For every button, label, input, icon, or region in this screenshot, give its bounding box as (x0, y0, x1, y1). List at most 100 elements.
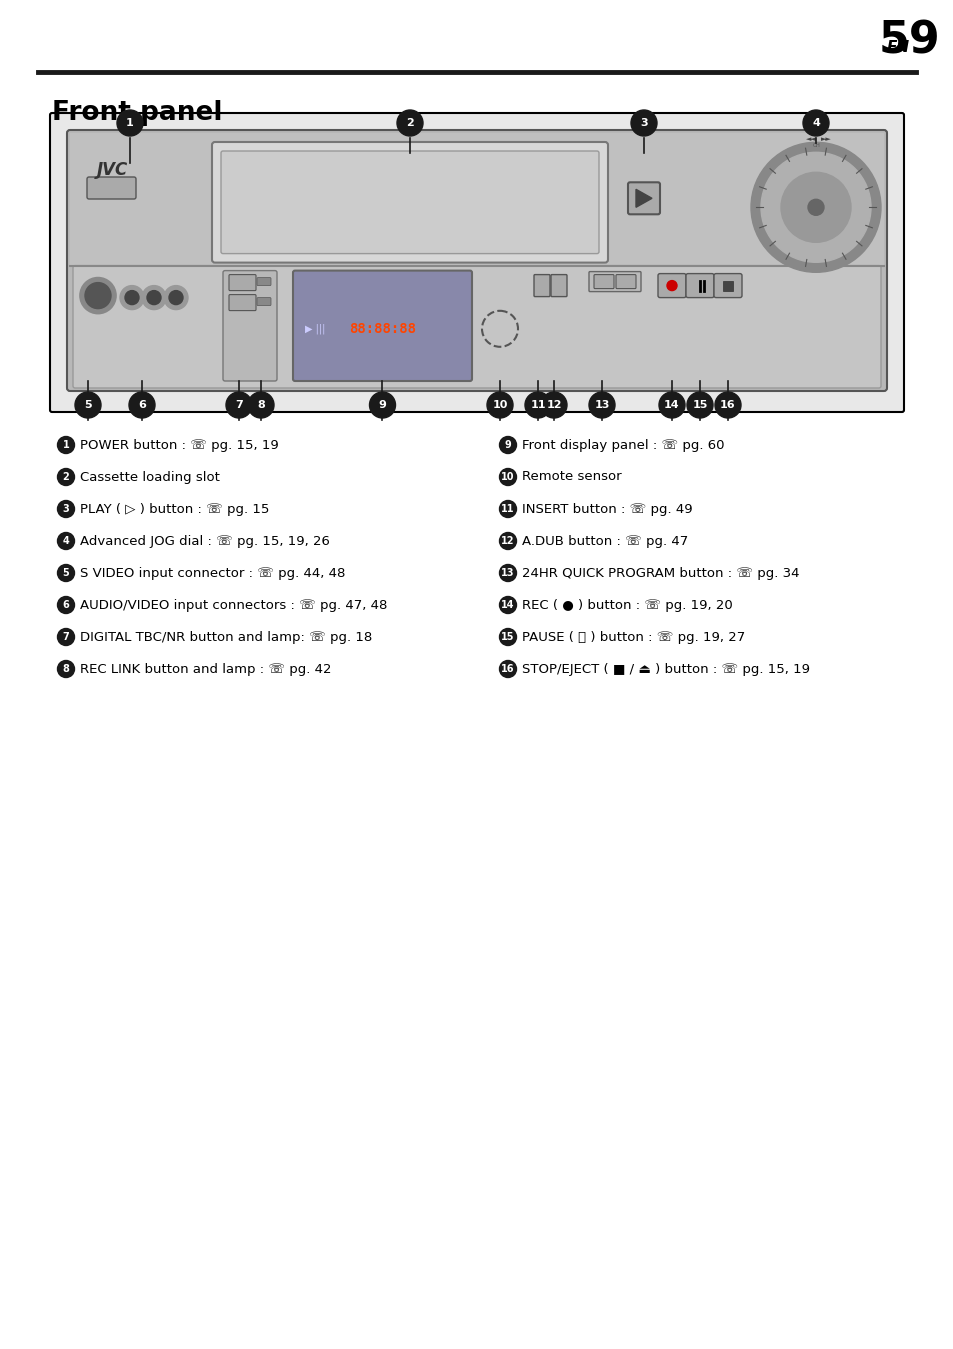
Text: 9: 9 (504, 440, 511, 451)
FancyBboxPatch shape (685, 274, 713, 298)
Ellipse shape (499, 564, 516, 581)
FancyBboxPatch shape (70, 134, 883, 266)
Text: 88:88:88: 88:88:88 (349, 322, 416, 336)
FancyBboxPatch shape (616, 275, 636, 289)
FancyBboxPatch shape (594, 275, 614, 289)
Text: 5: 5 (63, 568, 70, 577)
FancyBboxPatch shape (722, 281, 732, 290)
Text: 3: 3 (63, 505, 70, 514)
FancyBboxPatch shape (223, 271, 276, 380)
Text: A.DUB button : ☏ pg. 47: A.DUB button : ☏ pg. 47 (521, 534, 687, 548)
Text: 12: 12 (500, 536, 515, 546)
Text: 6: 6 (63, 600, 70, 610)
Text: EN: EN (886, 40, 909, 55)
Text: CH: CH (812, 143, 820, 148)
Ellipse shape (802, 111, 828, 136)
Text: 11: 11 (500, 505, 515, 514)
Circle shape (80, 278, 116, 313)
Text: JVC: JVC (97, 161, 128, 179)
Text: 13: 13 (500, 568, 515, 577)
Text: ◄◄: ◄◄ (805, 136, 816, 142)
Ellipse shape (57, 533, 74, 549)
Ellipse shape (129, 393, 154, 418)
Ellipse shape (499, 468, 516, 486)
Ellipse shape (659, 393, 684, 418)
Ellipse shape (499, 661, 516, 677)
Circle shape (666, 281, 677, 290)
Text: POWER button : ☏ pg. 15, 19: POWER button : ☏ pg. 15, 19 (80, 438, 278, 452)
Text: 14: 14 (663, 401, 679, 410)
Text: 9: 9 (378, 401, 386, 410)
Ellipse shape (588, 393, 615, 418)
Text: Front display panel : ☏ pg. 60: Front display panel : ☏ pg. 60 (521, 438, 723, 452)
Text: 2: 2 (406, 117, 414, 128)
Circle shape (164, 286, 188, 310)
Circle shape (147, 290, 161, 305)
Text: STOP/EJECT ( ■ / ⏏ ) button : ☏ pg. 15, 19: STOP/EJECT ( ■ / ⏏ ) button : ☏ pg. 15, … (521, 662, 809, 676)
Text: 59: 59 (878, 19, 939, 62)
Ellipse shape (524, 393, 551, 418)
FancyBboxPatch shape (658, 274, 685, 298)
Text: 12: 12 (546, 401, 561, 410)
Text: AUDIO/VIDEO input connectors : ☏ pg. 47, 48: AUDIO/VIDEO input connectors : ☏ pg. 47,… (80, 599, 387, 611)
Circle shape (750, 142, 880, 272)
Ellipse shape (57, 468, 74, 486)
FancyBboxPatch shape (67, 130, 886, 391)
FancyBboxPatch shape (713, 274, 741, 298)
Text: INSERT button : ☏ pg. 49: INSERT button : ☏ pg. 49 (521, 502, 692, 515)
Ellipse shape (57, 500, 74, 518)
Text: 16: 16 (720, 401, 735, 410)
Text: 7: 7 (63, 631, 70, 642)
Ellipse shape (499, 596, 516, 614)
FancyBboxPatch shape (293, 271, 472, 380)
Circle shape (781, 173, 850, 243)
Ellipse shape (686, 393, 712, 418)
Ellipse shape (486, 393, 513, 418)
Text: Advanced JOG dial : ☏ pg. 15, 19, 26: Advanced JOG dial : ☏ pg. 15, 19, 26 (80, 534, 330, 548)
Circle shape (120, 286, 144, 310)
Ellipse shape (714, 393, 740, 418)
Text: 13: 13 (594, 401, 609, 410)
Ellipse shape (369, 393, 395, 418)
Text: REC ( ● ) button : ☏ pg. 19, 20: REC ( ● ) button : ☏ pg. 19, 20 (521, 599, 732, 611)
Text: 11: 11 (530, 401, 545, 410)
Ellipse shape (499, 533, 516, 549)
Ellipse shape (57, 629, 74, 646)
Text: 6: 6 (138, 401, 146, 410)
Ellipse shape (57, 661, 74, 677)
Text: 3: 3 (639, 117, 647, 128)
Text: 10: 10 (500, 472, 515, 482)
Ellipse shape (630, 111, 657, 136)
Polygon shape (636, 189, 651, 208)
Text: ►►: ►► (821, 136, 831, 142)
FancyBboxPatch shape (588, 271, 640, 291)
FancyBboxPatch shape (256, 278, 271, 286)
Text: 7: 7 (234, 401, 243, 410)
Text: 5: 5 (84, 401, 91, 410)
Text: 15: 15 (500, 631, 515, 642)
FancyBboxPatch shape (229, 275, 255, 290)
FancyBboxPatch shape (534, 275, 550, 297)
FancyBboxPatch shape (229, 294, 255, 310)
Text: S VIDEO input connector : ☏ pg. 44, 48: S VIDEO input connector : ☏ pg. 44, 48 (80, 567, 345, 580)
Text: Remote sensor: Remote sensor (521, 471, 621, 483)
Ellipse shape (57, 437, 74, 453)
Text: 1: 1 (63, 440, 70, 451)
FancyBboxPatch shape (87, 177, 136, 200)
Ellipse shape (75, 393, 101, 418)
Text: Cassette loading slot: Cassette loading slot (80, 471, 219, 483)
Text: 14: 14 (500, 600, 515, 610)
Ellipse shape (57, 596, 74, 614)
Text: 15: 15 (692, 401, 707, 410)
Text: DIGITAL TBC/NR button and lamp: ☏ pg. 18: DIGITAL TBC/NR button and lamp: ☏ pg. 18 (80, 630, 372, 643)
Ellipse shape (57, 564, 74, 581)
FancyBboxPatch shape (221, 151, 598, 254)
Ellipse shape (499, 629, 516, 646)
Text: 16: 16 (500, 664, 515, 674)
Text: 4: 4 (811, 117, 819, 128)
Text: 24HR QUICK PROGRAM button : ☏ pg. 34: 24HR QUICK PROGRAM button : ☏ pg. 34 (521, 567, 799, 580)
FancyBboxPatch shape (551, 275, 566, 297)
Ellipse shape (540, 393, 566, 418)
FancyBboxPatch shape (73, 266, 880, 389)
FancyBboxPatch shape (627, 182, 659, 214)
